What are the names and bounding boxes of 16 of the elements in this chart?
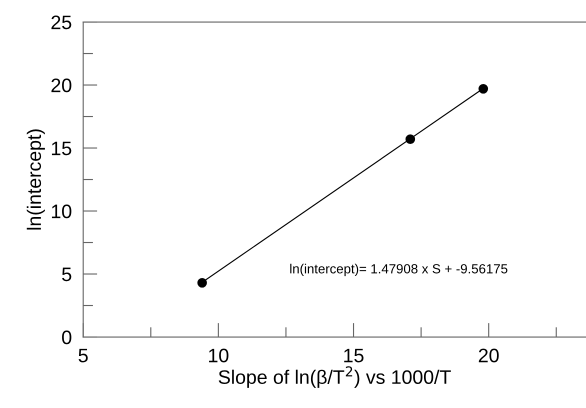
y-axis-title: ln(intercept) <box>26 129 45 230</box>
point <box>197 278 207 288</box>
y-tick-label: 10 <box>52 204 72 218</box>
x-tick-label: 5 <box>78 348 88 362</box>
y-tick-label: 15 <box>52 142 72 156</box>
y-tick-label: 0 <box>62 330 72 344</box>
y-tick-label: 5 <box>62 268 72 282</box>
x-tick-label: 20 <box>478 348 499 362</box>
point <box>478 84 488 94</box>
y-tick-label: 20 <box>51 78 72 92</box>
x-tick-label: 10 <box>209 348 228 362</box>
y-tick-label: 25 <box>51 16 72 30</box>
x-tick-label: 15 <box>344 348 364 362</box>
point <box>405 134 416 144</box>
annotation: ln(intercept)= 1.47908 x S + -9.56175 <box>290 264 508 276</box>
x-axis-title: Slope of ln(β/T$^{2}$) vs 1000/T <box>218 366 451 388</box>
